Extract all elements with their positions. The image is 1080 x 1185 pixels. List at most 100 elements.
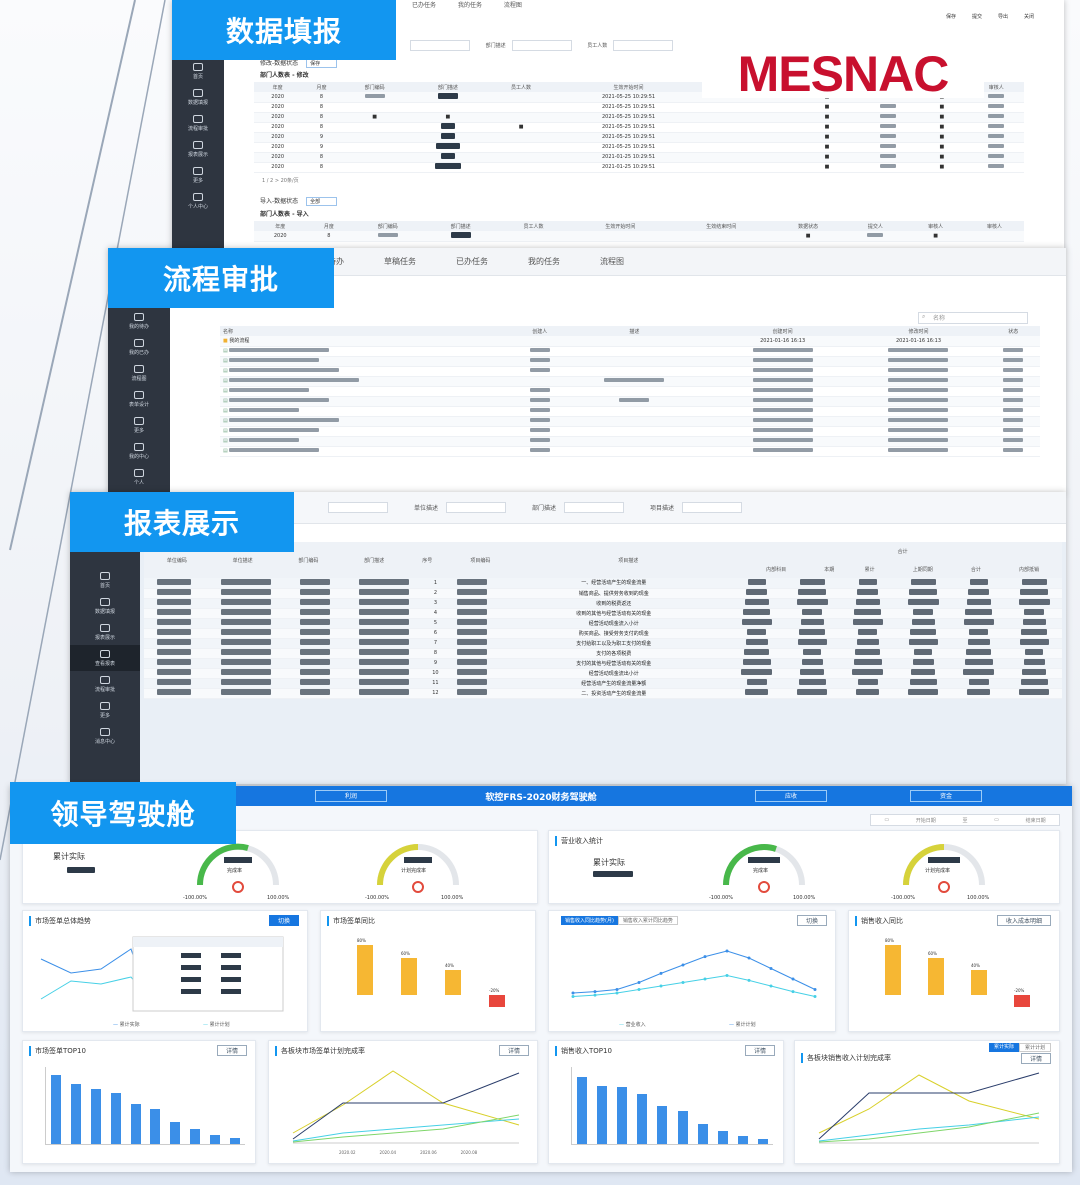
data-point[interactable] [769, 984, 773, 988]
table-row[interactable]: ▤ [220, 366, 1040, 377]
data-point[interactable] [681, 981, 685, 984]
bar[interactable] [357, 945, 373, 995]
table-row[interactable]: 8 支付的各项税费 [144, 648, 1062, 659]
bar[interactable] [697, 1123, 708, 1144]
data-point[interactable] [615, 988, 619, 991]
bar[interactable] [928, 957, 944, 995]
nav-fund[interactable]: 资金 [910, 790, 982, 802]
dept-select[interactable] [511, 40, 572, 51]
tab[interactable]: 草稿任务 [384, 257, 416, 266]
data-point[interactable] [769, 967, 773, 970]
sidebar-item[interactable]: 更多 [108, 412, 170, 438]
table-row[interactable]: ▤ [220, 406, 1040, 417]
bar[interactable] [637, 1094, 648, 1144]
table-row[interactable]: ▤ [220, 346, 1040, 357]
tab[interactable]: 我的任务 [457, 2, 482, 9]
sidebar-item-active[interactable]: 查看报表 [70, 645, 140, 671]
bar[interactable] [757, 1138, 768, 1144]
table-row[interactable]: ▤ [220, 416, 1040, 427]
data-point[interactable] [813, 995, 817, 998]
dept-select[interactable] [564, 502, 625, 513]
tab-actual[interactable]: 累计实际 [988, 1043, 1019, 1052]
table-row[interactable]: 2020 8 ■ ■ 2021-05-25 10:29:51 ■ ■ [254, 112, 1024, 123]
bar[interactable] [130, 1103, 141, 1144]
detail-button[interactable]: 详情 [1020, 1053, 1051, 1064]
sidebar-item[interactable]: 我的中心 [108, 438, 170, 464]
bar[interactable] [230, 1138, 240, 1144]
tab-plan[interactable]: 累计计划 [1018, 1043, 1051, 1052]
data-point[interactable] [637, 981, 641, 984]
table-row[interactable]: 7 支付给职工以及为职工支付的现金 [144, 638, 1062, 649]
bar[interactable] [110, 1092, 121, 1144]
sidebar-item[interactable]: 数据填报 [172, 84, 224, 110]
data-point[interactable] [659, 984, 663, 988]
data-point[interactable] [747, 978, 751, 982]
bar[interactable] [657, 1106, 668, 1144]
tab[interactable]: 已办任务 [456, 257, 488, 266]
table-row[interactable]: 2 销售商品、提供劳务收到的现金 [144, 588, 1062, 599]
table-row[interactable]: ▤ [220, 376, 1040, 387]
search-input[interactable]: ⌕ 名称 [918, 312, 1028, 324]
nav-profit[interactable]: 利润 [315, 790, 387, 802]
table-row[interactable]: 9 支付的其他与经营活动有关的现金 [144, 658, 1062, 669]
bar[interactable] [717, 1130, 728, 1144]
tab[interactable]: 流程图 [503, 2, 522, 9]
tab[interactable]: 已办任务 [412, 2, 437, 9]
table-row[interactable]: 2020 8 2021-01-25 10:29:51 ■ ■ [254, 162, 1024, 173]
bar[interactable] [170, 1122, 181, 1144]
switch-button[interactable]: 切换 [796, 915, 827, 926]
bar[interactable] [401, 957, 417, 995]
table-row[interactable]: ▤ [220, 426, 1040, 437]
table-row[interactable]: 2020 8 ■ ■ [254, 231, 1024, 242]
project-select[interactable] [682, 502, 743, 513]
sidebar-item[interactable]: 流程审批 [172, 110, 224, 136]
bar[interactable] [617, 1087, 628, 1144]
import-status-select[interactable]: 全部 [306, 197, 338, 206]
detail-button[interactable]: 详情 [744, 1045, 775, 1056]
table-row[interactable]: 4 收到的其他与经营活动有关的现金 [144, 608, 1062, 619]
data-point[interactable] [703, 977, 707, 981]
table-row[interactable]: ▤ [220, 386, 1040, 397]
detail-button[interactable]: 详情 [498, 1045, 529, 1056]
bar[interactable] [150, 1108, 161, 1144]
table-row[interactable]: ■ 我的流程 2021-01-16 16:13 2021-01-16 16:13 [220, 336, 1040, 347]
cost-detail-button[interactable]: 收入成本明细 [996, 915, 1051, 926]
table-row[interactable]: 2020 9 2021-05-25 10:29:51 ■ ■ [254, 142, 1024, 153]
close-button[interactable]: 关闭 [1023, 14, 1034, 20]
bar[interactable] [677, 1111, 688, 1144]
data-point[interactable] [571, 995, 575, 998]
data-point[interactable] [593, 990, 597, 994]
bar[interactable] [489, 994, 505, 1007]
nav-receivable[interactable]: 应收 [755, 790, 827, 802]
tab[interactable]: 流程图 [600, 257, 624, 266]
filter-select[interactable] [328, 502, 388, 513]
table-row[interactable]: 11 经营活动产生的现金流量净额 [144, 678, 1062, 689]
table-row[interactable]: 10 经营活动现金流出小计 [144, 668, 1062, 679]
submit-button[interactable]: 提交 [971, 14, 982, 20]
save-button[interactable]: 保存 [945, 14, 956, 20]
sidebar-item[interactable]: 个人 [108, 464, 170, 490]
sidebar-item[interactable]: 更多 [70, 697, 140, 723]
data-point[interactable] [681, 963, 685, 967]
tab-revenue-month[interactable]: 销售收入同比趋势(月) [561, 916, 618, 925]
table-row[interactable]: 2020 8 2021-01-25 10:29:51 ■ ■ [254, 152, 1024, 163]
staff-select[interactable] [613, 40, 674, 51]
bar[interactable] [737, 1135, 748, 1144]
sidebar-item[interactable]: 数据填报 [70, 593, 140, 619]
table-row[interactable]: 3 收到的税费返还 [144, 598, 1062, 609]
export-button[interactable]: 导出 [997, 14, 1008, 20]
sidebar-item[interactable]: 更多 [172, 162, 224, 188]
data-point[interactable] [747, 956, 751, 960]
unit-select[interactable] [446, 502, 507, 513]
sidebar-item[interactable]: 首页 [172, 58, 224, 84]
sidebar-item[interactable]: 表单设计 [108, 386, 170, 412]
sidebar-item[interactable]: 报表展示 [172, 136, 224, 162]
data-point[interactable] [813, 988, 817, 991]
table-row[interactable]: 1 一、经营活动产生的现金流量 [144, 578, 1062, 589]
status-select[interactable]: 保存 [306, 59, 338, 68]
data-point[interactable] [637, 988, 641, 991]
table-row[interactable]: 6 购买商品、接受劳务支付的现金 [144, 628, 1062, 639]
date-range[interactable]: ▭ 开始日期至 ▭ 结束日期 [870, 814, 1060, 826]
data-point[interactable] [571, 991, 575, 995]
